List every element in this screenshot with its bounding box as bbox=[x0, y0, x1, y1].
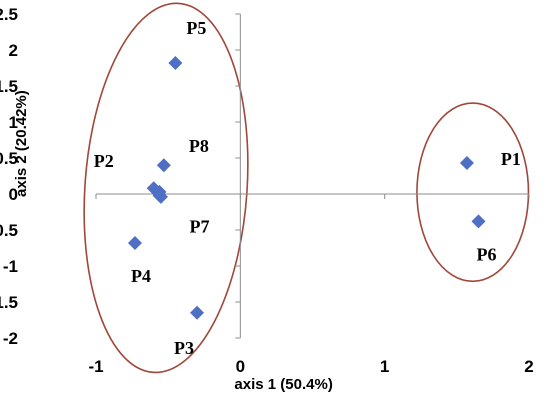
point-label-p4: P4 bbox=[131, 266, 151, 286]
y-tick-label: -0.5 bbox=[0, 221, 18, 240]
data-point-p4 bbox=[127, 235, 142, 250]
point-label-p3: P3 bbox=[174, 338, 194, 358]
y-tick-label: -1.5 bbox=[0, 293, 18, 312]
data-point-p3 bbox=[190, 305, 205, 320]
point-labels: P1 P6 P5 P8 P2 P7 P4 P3 bbox=[94, 18, 521, 358]
point-label-p6: P6 bbox=[476, 244, 496, 264]
y-tick-label: 1 bbox=[9, 113, 18, 132]
data-points bbox=[127, 55, 486, 320]
y-tick-label: 0.5 bbox=[0, 149, 18, 168]
point-label-p1: P1 bbox=[501, 149, 521, 169]
cluster-ellipse bbox=[416, 102, 530, 283]
data-point-p6 bbox=[471, 214, 486, 229]
data-point-p7 bbox=[152, 188, 167, 203]
y-tick-labels: 2.5 2 1.5 1 0.5 0 -0.5 -1 -1.5 -2 bbox=[0, 5, 18, 348]
y-tick-label: 2.5 bbox=[0, 5, 18, 24]
axes bbox=[95, 13, 530, 339]
x-tick-label: 2 bbox=[524, 357, 533, 376]
y-tick-label: 1.5 bbox=[0, 77, 18, 96]
cluster-ellipse bbox=[83, 2, 249, 374]
x-tick-label: 0 bbox=[236, 357, 245, 376]
y-axis-label: axis 2 (20.42%) bbox=[13, 90, 30, 197]
x-tick-label: 1 bbox=[380, 357, 389, 376]
data-point-p5 bbox=[168, 55, 183, 70]
x-tick-labels: -1 0 1 2 bbox=[88, 357, 533, 376]
x-tick-label: -1 bbox=[88, 357, 103, 376]
point-label-p5: P5 bbox=[186, 18, 206, 38]
data-point-p1 bbox=[459, 156, 474, 171]
y-tick-label: 2 bbox=[9, 41, 18, 60]
point-label-p8: P8 bbox=[189, 136, 209, 156]
point-label-p2: P2 bbox=[94, 151, 114, 171]
x-axis-label: axis 1 (50.4%) bbox=[234, 376, 332, 393]
y-tick-label: 0 bbox=[9, 185, 18, 204]
y-tick-label: -2 bbox=[3, 329, 18, 348]
data-point-p8 bbox=[156, 158, 171, 173]
point-label-p7: P7 bbox=[190, 216, 210, 236]
y-tick-label: -1 bbox=[3, 257, 18, 276]
cluster-ellipses bbox=[83, 2, 530, 374]
